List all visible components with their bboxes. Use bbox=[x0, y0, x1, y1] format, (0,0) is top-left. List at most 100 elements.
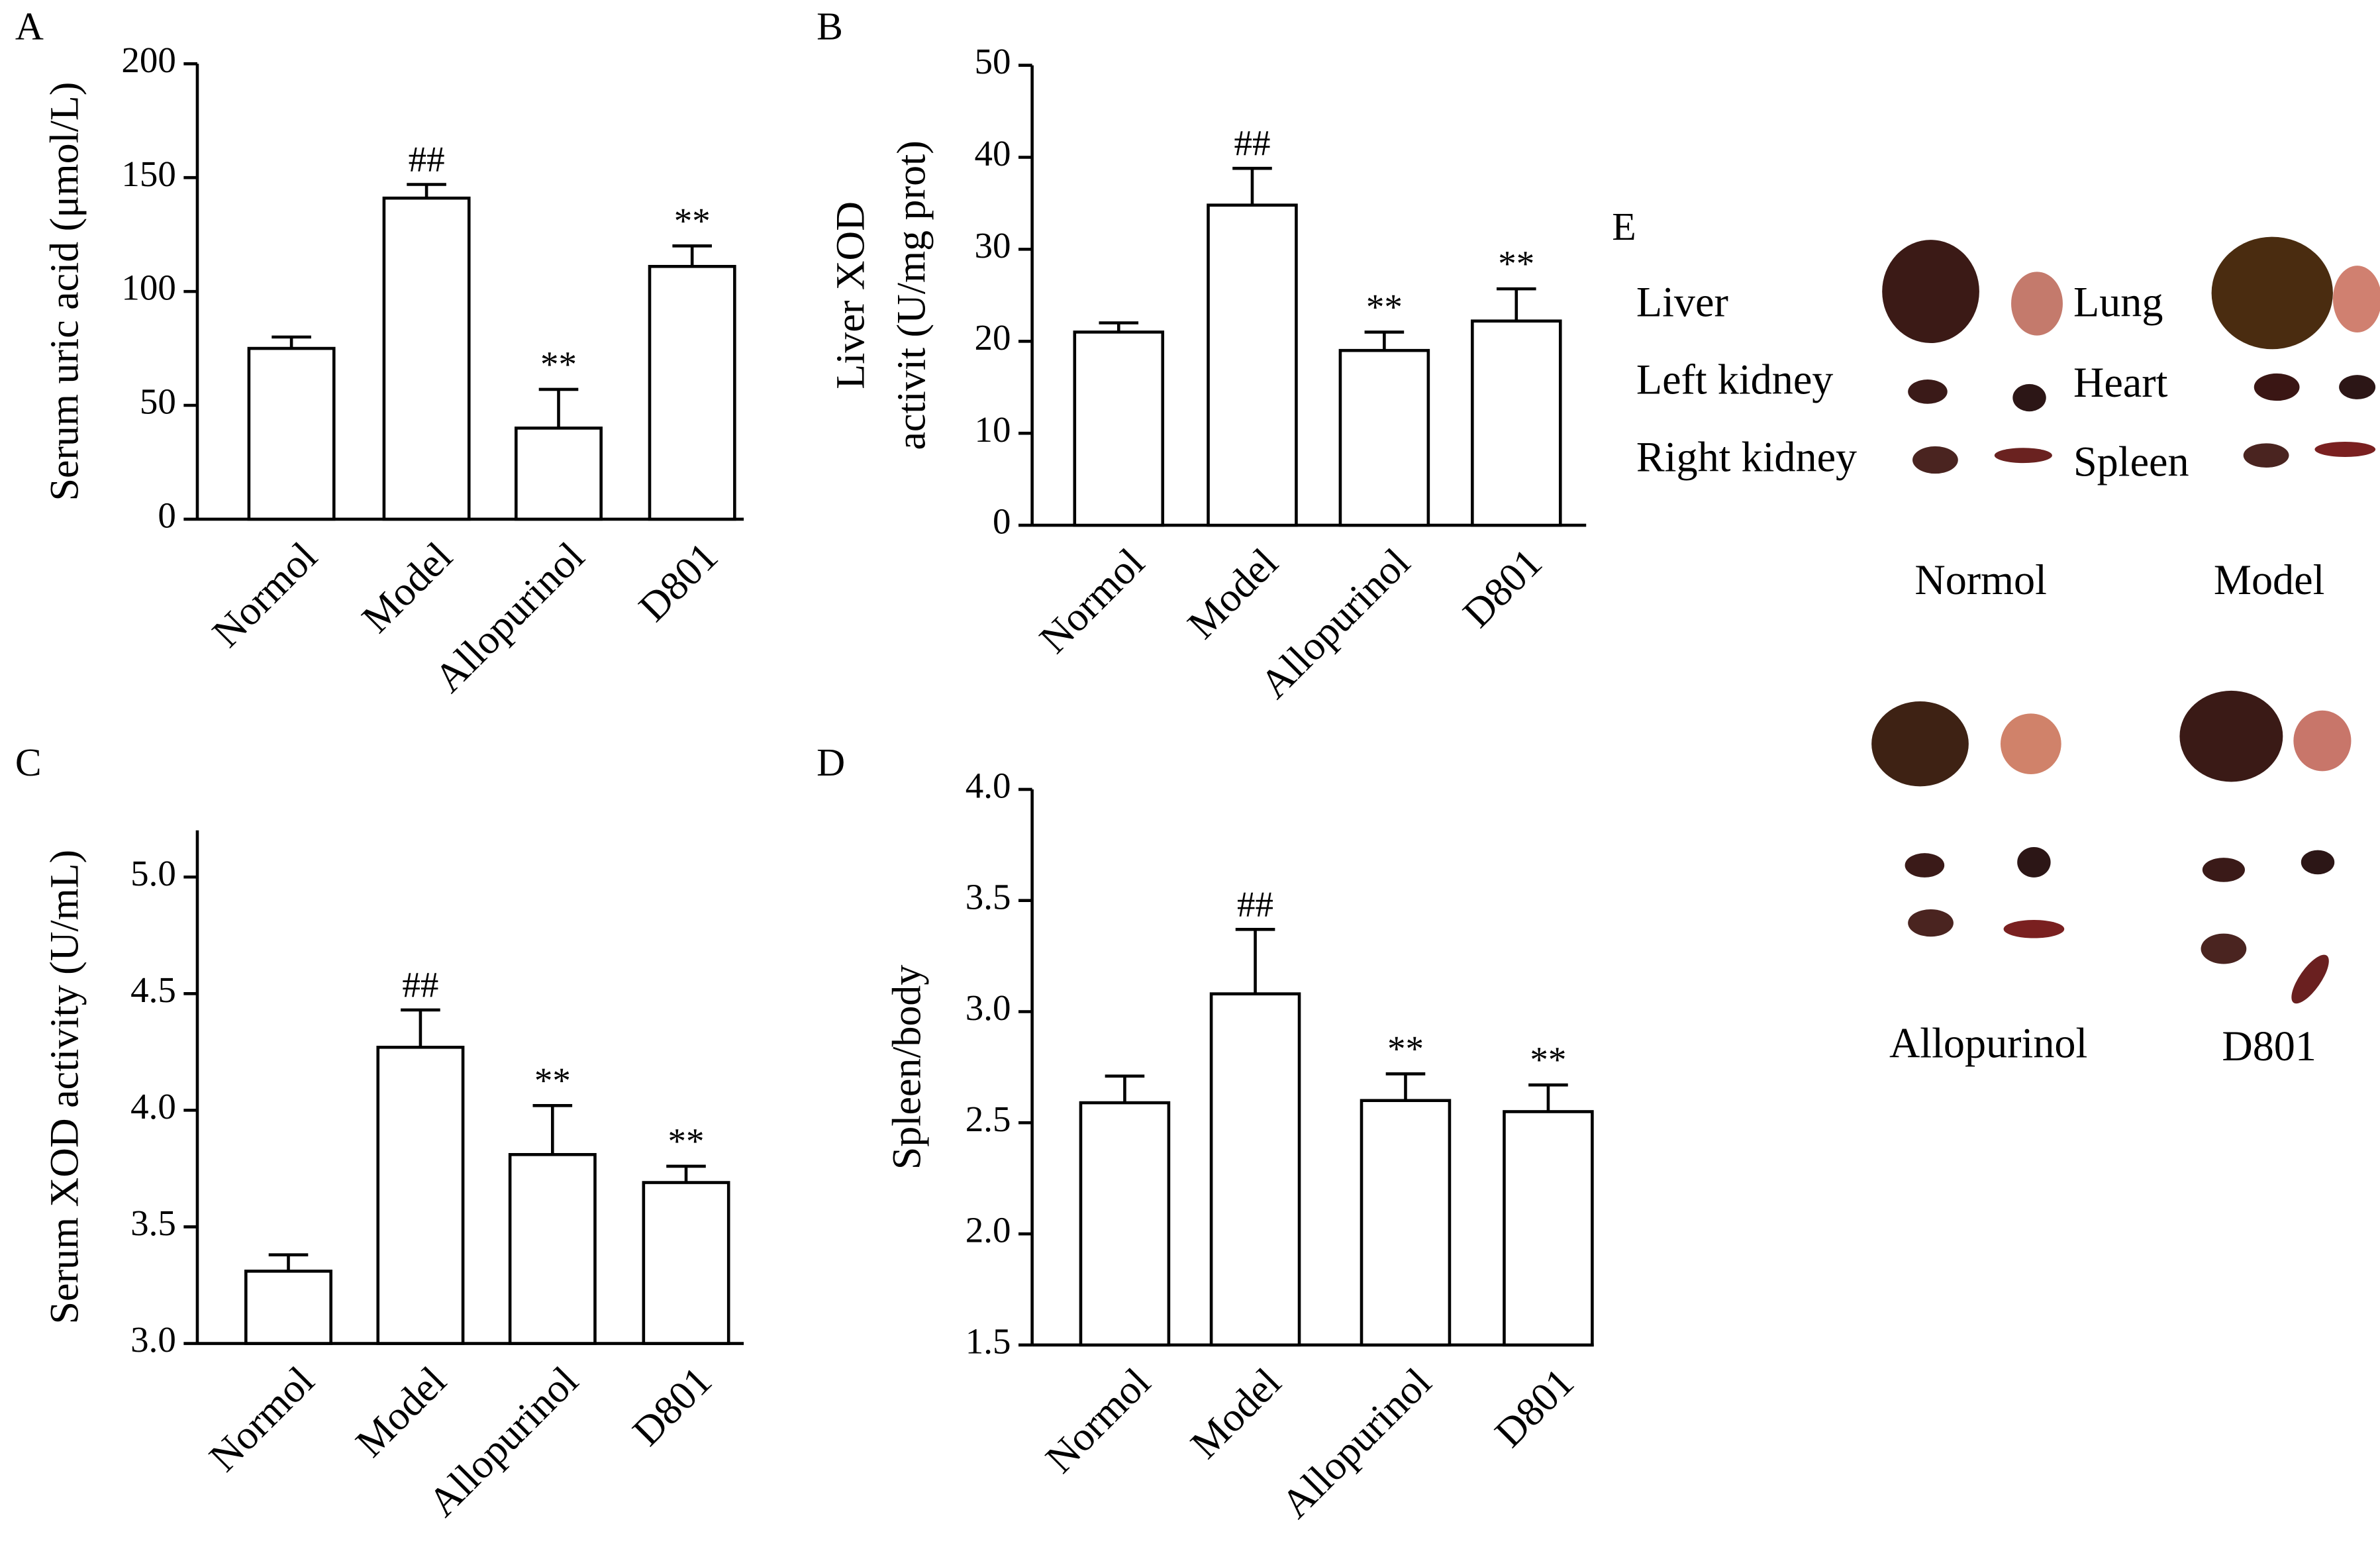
significance-label: ** bbox=[534, 1060, 571, 1101]
spleen bbox=[2003, 920, 2065, 938]
heart bbox=[2017, 847, 2051, 878]
bar bbox=[1209, 992, 1301, 1347]
y-tick-label: 50 bbox=[140, 381, 176, 422]
y-tick-label: 100 bbox=[121, 268, 176, 308]
heart bbox=[2012, 383, 2046, 412]
y-tick-label: 1.5 bbox=[966, 1321, 1011, 1361]
bar bbox=[642, 1181, 730, 1345]
kidney bbox=[1912, 446, 1958, 474]
x-tick-label: Model bbox=[354, 534, 461, 641]
x-tick-label: D801 bbox=[1455, 540, 1551, 636]
y-tick-label: 4.0 bbox=[130, 1086, 176, 1127]
x-tick-label: Normol bbox=[1031, 540, 1153, 662]
x-tick-label: D801 bbox=[624, 1358, 720, 1454]
bar bbox=[376, 1046, 465, 1345]
x-tick-label: Model bbox=[1179, 540, 1287, 647]
liver bbox=[1882, 240, 1979, 344]
organ-label: Right kidney bbox=[1636, 434, 1857, 481]
kidney bbox=[2254, 373, 2300, 401]
y-tick-label: 2.5 bbox=[966, 1099, 1011, 1139]
y-tick-label: 10 bbox=[975, 409, 1011, 450]
lung bbox=[2011, 272, 2063, 336]
liver bbox=[2179, 690, 2283, 782]
organ-label: Spleen bbox=[2073, 438, 2189, 485]
significance-label: ** bbox=[1387, 1029, 1424, 1069]
bar bbox=[648, 265, 736, 521]
y-tick-label: 3.0 bbox=[966, 987, 1011, 1028]
y-tick-label: 3.5 bbox=[130, 1203, 176, 1243]
organ-label: Left kidney bbox=[1636, 356, 1834, 403]
lung bbox=[2000, 713, 2061, 774]
heart bbox=[2339, 375, 2376, 399]
panel-letter: B bbox=[817, 5, 843, 48]
bar bbox=[244, 1270, 332, 1345]
lung bbox=[2293, 710, 2352, 772]
chart: C 3.0 3.5 4.0 4.5 5.0 Serum XOD activity (U/mL… bbox=[15, 740, 744, 1525]
kidney bbox=[1905, 853, 1945, 878]
kidney bbox=[2243, 443, 2289, 468]
significance-label: ** bbox=[668, 1121, 705, 1161]
heart bbox=[2301, 850, 2335, 875]
group-label: D801 bbox=[2222, 1023, 2316, 1070]
y-axis-label: activit (U/mg prot) bbox=[889, 140, 934, 450]
x-tick-label: Model bbox=[1182, 1360, 1289, 1467]
organ-photos bbox=[1871, 236, 2380, 1004]
y-tick-label: 3.5 bbox=[966, 876, 1011, 917]
bar bbox=[1503, 1110, 1594, 1347]
lung bbox=[2332, 266, 2380, 332]
panel-letter: A bbox=[15, 5, 44, 48]
x-tick-label: Normol bbox=[204, 534, 326, 656]
y-tick-label: 150 bbox=[121, 154, 176, 194]
significance-label: ** bbox=[1530, 1040, 1566, 1080]
y-tick-label: 0 bbox=[158, 495, 176, 536]
bar bbox=[1207, 203, 1298, 527]
y-tick-label: 30 bbox=[975, 225, 1011, 266]
kidney bbox=[2202, 858, 2246, 882]
y-tick-label: 50 bbox=[975, 41, 1011, 81]
y-tick-label: 40 bbox=[975, 133, 1011, 174]
organ-label: Liver bbox=[1636, 279, 1728, 326]
significance-label: ## bbox=[1234, 123, 1270, 164]
y-axis-label: Spleen/body bbox=[884, 965, 929, 1170]
y-axis-label: Serum uric acid (μmol/L) bbox=[42, 82, 87, 501]
panel-letter: C bbox=[15, 740, 42, 784]
significance-label: ** bbox=[540, 344, 577, 384]
y-axis-label: Serum XOD activity (U/mL) bbox=[42, 850, 87, 1325]
bar bbox=[1471, 319, 1562, 527]
x-tick-label: D801 bbox=[1487, 1360, 1583, 1456]
bar bbox=[1073, 330, 1165, 527]
kidney bbox=[1908, 909, 1954, 937]
group-label: Normol bbox=[1914, 556, 2047, 603]
y-tick-label: 200 bbox=[121, 40, 176, 80]
kidney bbox=[2201, 933, 2247, 964]
organ-label: Lung bbox=[2073, 279, 2163, 326]
y-tick-label: 4.5 bbox=[130, 970, 176, 1010]
significance-label: ** bbox=[1498, 244, 1534, 284]
y-tick-label: 20 bbox=[975, 317, 1011, 358]
spleen bbox=[2291, 954, 2329, 1004]
significance-label: ## bbox=[402, 964, 438, 1005]
bar bbox=[508, 1152, 597, 1345]
panel-letter: D bbox=[817, 740, 845, 784]
significance-label: ## bbox=[1237, 884, 1273, 925]
significance-label: ** bbox=[674, 201, 711, 241]
bar bbox=[382, 196, 471, 521]
liver bbox=[1871, 701, 1969, 787]
chart: A 0 50 100 150 200 Serum uric acid (μmol/L) Nor… bbox=[15, 5, 744, 701]
panel-letter: E bbox=[1612, 205, 1636, 248]
panel-e: E Liver Lung Left kidney Heart Right kid… bbox=[1612, 205, 2380, 1070]
y-axis-label: Liver XOD bbox=[828, 201, 873, 389]
bar bbox=[1360, 1099, 1452, 1347]
x-tick-label: Normol bbox=[201, 1358, 322, 1480]
x-tick-label: Normol bbox=[1037, 1360, 1159, 1482]
spleen bbox=[2314, 442, 2376, 457]
y-tick-label: 4.0 bbox=[966, 766, 1011, 806]
group-label: Model bbox=[2214, 556, 2325, 603]
y-tick-label: 5.0 bbox=[130, 853, 176, 893]
bar bbox=[247, 346, 336, 521]
bar bbox=[1079, 1101, 1171, 1347]
bar bbox=[515, 427, 603, 521]
liver bbox=[2211, 236, 2333, 350]
